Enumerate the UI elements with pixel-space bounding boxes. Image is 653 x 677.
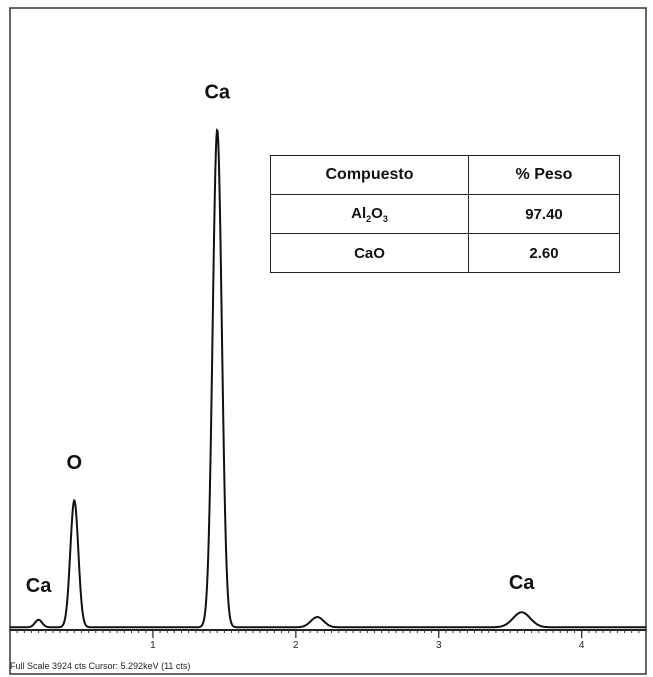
header-compound: Compuesto [270,155,469,195]
table-header-row: Compuesto % Peso [270,155,620,195]
status-footer: Full Scale 3924 cts Cursor: 5.292keV (11… [10,661,191,671]
x-tick-label: 3 [436,640,442,651]
peak-label: Ca [509,572,535,594]
table-row: CaO 2.60 [270,233,620,273]
table-row: Al2O3 97.40 [270,194,620,234]
header-weight-percent: % Peso [468,155,620,195]
x-tick-label: 1 [150,640,156,651]
composition-table: Compuesto % Peso Al2O3 97.40 CaO 2.60 [270,155,620,273]
major-ticks: 1 2 3 4 [150,630,585,651]
weight-cell: 97.40 [468,194,620,234]
spectrum-line [10,128,646,629]
compound-cell: CaO [270,233,469,273]
peak-label: Ca [204,81,230,103]
x-tick-label: 4 [579,640,585,651]
peak-label: Ca [26,575,52,597]
x-tick-label: 2 [293,640,299,651]
peak-label: O [67,452,83,474]
weight-cell: 2.60 [468,233,620,273]
compound-cell: Al2O3 [270,194,469,234]
plot-frame [9,7,647,675]
